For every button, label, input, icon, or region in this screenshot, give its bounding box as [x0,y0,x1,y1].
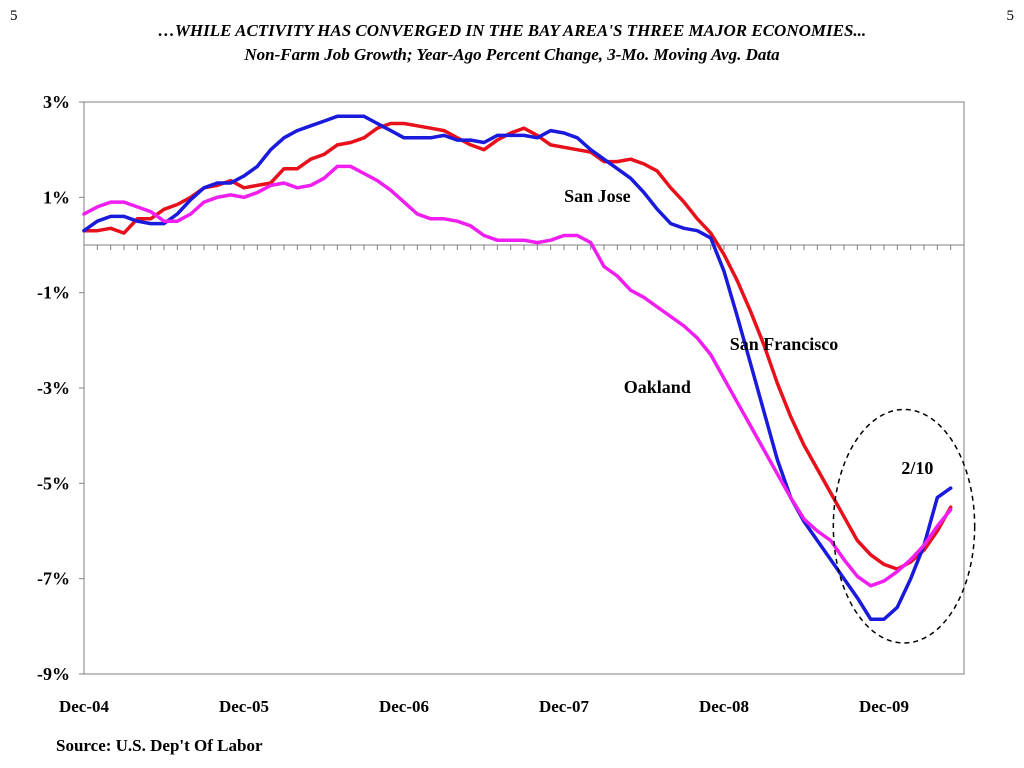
y-tick-label: -5% [37,473,70,493]
y-tick-label: 3% [43,92,70,112]
annotation-oakland: Oakland [624,377,691,397]
x-tick-label: Dec-04 [59,697,110,716]
y-tick-label: -9% [37,664,70,684]
chart-subtitle: Non-Farm Job Growth; Year-Ago Percent Ch… [244,45,780,64]
page-number-left: 5 [10,8,18,24]
plot-area [83,101,965,675]
source-note: Source: U.S. Dep't Of Labor [56,736,263,755]
series-line-oakland [82,164,953,588]
x-tick-label: Dec-09 [859,697,909,716]
page-number-right: 5 [1006,8,1015,24]
x-tick-label: Dec-06 [379,697,429,716]
y-tick-label: -7% [37,569,70,589]
annotation-2-10: 2/10 [901,458,933,478]
y-tick-label: 1% [43,187,70,207]
chart-title: …WHILE ACTIVITY HAS CONVERGED IN THE BAY… [157,21,867,40]
y-tick-label: -3% [37,378,70,398]
annotation-san-francisco: San Francisco [730,334,839,354]
x-tick-label: Dec-07 [539,697,590,716]
x-tick-label: Dec-08 [699,697,749,716]
y-tick-label: -1% [37,283,70,303]
x-tick-label: Dec-05 [219,697,269,716]
highlight-ellipse [832,408,976,644]
annotation-san-jose: San Jose [564,186,631,206]
line-chart: 3% 1% -1% -3% -5% -7% -9% Dec-04 Dec-05 Dec-06 Dec… [37,92,976,716]
series-line-san-jose [82,114,953,621]
